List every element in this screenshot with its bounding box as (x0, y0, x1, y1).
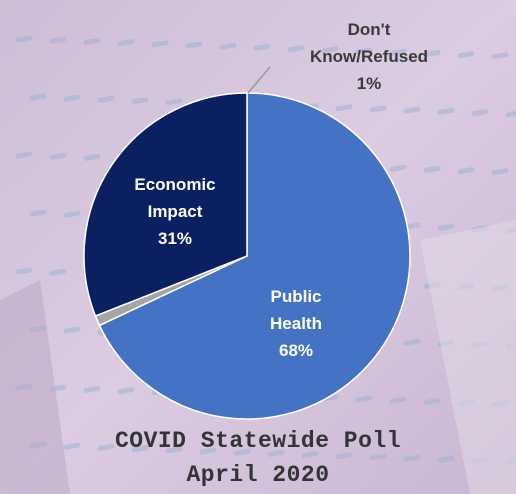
chart-title-line-1: COVID Statewide Poll (114, 428, 402, 454)
slice-dont-know-label: Don't Know/Refused 1% (310, 20, 428, 93)
slice-public-health-label: Public Health 68% (270, 287, 322, 360)
leader-line-dont-know (247, 66, 271, 94)
chart-title-line-2: April 2020 (186, 462, 330, 488)
slice-economic-impact-label: Economic Impact 31% (134, 175, 215, 248)
slice-public-health (98, 92, 411, 420)
slice-economic-impact (83, 92, 248, 317)
